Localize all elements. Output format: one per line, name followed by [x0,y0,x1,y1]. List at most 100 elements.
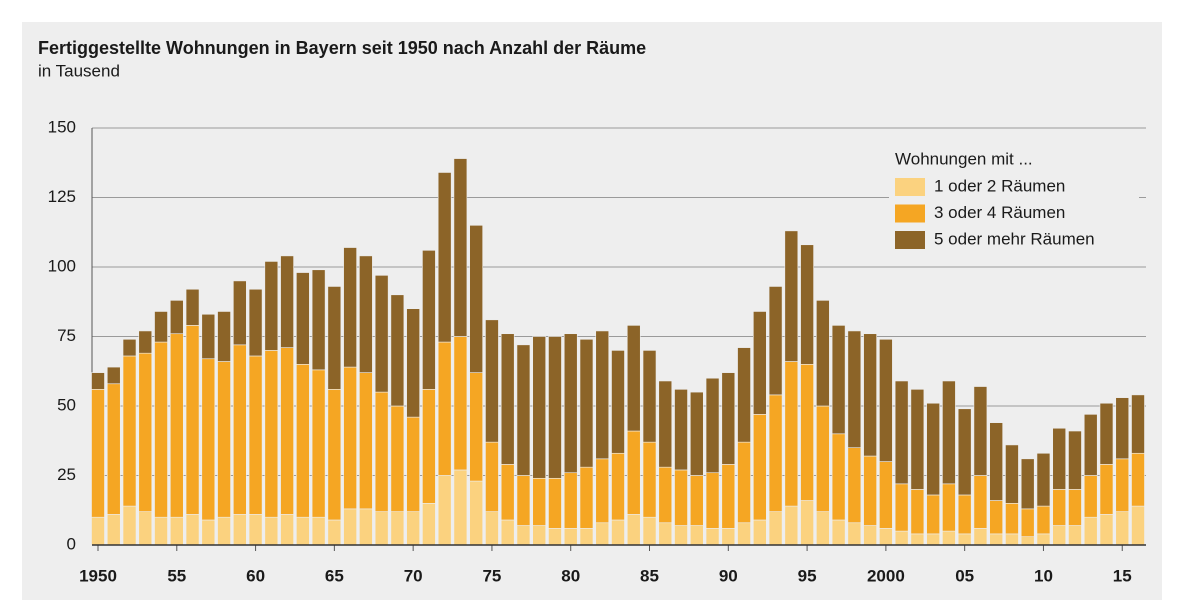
bar-segment [201,358,216,521]
bar-segment [926,494,940,535]
bar-segment [595,522,610,546]
chart-subtitle: in Tausend [38,61,120,80]
bar-segment [973,528,988,546]
bar-segment [469,225,483,373]
bar-segment [563,528,578,546]
bar-segment [768,511,783,546]
bar-segment [1115,511,1130,546]
bar-segment [879,528,893,546]
bar-segment [1036,505,1051,535]
bar-segment [532,336,547,479]
bar-segment [311,269,326,371]
bar-segment [122,355,137,507]
bar-segment [500,333,515,465]
bar-segment [1036,533,1051,546]
bar-segment [973,386,988,476]
bar-segment [248,355,263,515]
bar-segment [689,391,704,476]
bar-segment [1052,489,1067,526]
bar-segment [327,286,342,390]
bar-segment [1068,430,1082,490]
bar-segment [359,508,373,546]
x-tick-label: 65 [325,566,344,585]
bar-segment [406,511,420,546]
bar-segment [973,475,988,529]
bar-segment [217,516,231,546]
bar-segment [296,363,310,518]
legend-title: Wohnungen mit ... [895,149,1033,168]
bar-segment [1131,394,1145,454]
bar-segment [674,525,688,546]
bar-segment [658,522,673,546]
bar-segment [768,286,783,396]
bar-segment [847,522,862,546]
bar-segment [311,369,326,518]
bar-segment [1131,452,1145,507]
bar-segment [169,300,184,335]
bar-segment [816,511,830,546]
bar-segment [217,361,231,518]
bar-segment [1052,525,1067,546]
bar-segment [106,514,121,546]
bar-segment [422,502,436,546]
legend-swatch [895,231,925,249]
bar-segment [154,341,168,518]
bar-segment [942,530,956,546]
bar-segment [894,530,909,546]
x-tick-label: 70 [404,566,423,585]
bar-segment [847,447,862,524]
bar-segment [359,255,373,373]
bar-segment [343,247,357,368]
bar-segment [169,516,184,546]
bar-segment [185,288,200,326]
bar-segment [721,528,736,546]
bar-segment [626,514,641,546]
bar-segment [879,461,893,529]
bar-segment [816,300,830,407]
bar-segment [138,352,153,512]
bar-segment [248,514,263,546]
bar-segment [185,514,200,546]
bar-segment [532,477,547,526]
bar-segment [957,494,972,535]
bar-segment [406,416,420,512]
bar-segment [626,430,641,515]
bar-segment [1099,402,1114,465]
bar-segment [1068,489,1082,526]
bar-segment [768,394,783,512]
bar-segment [390,511,405,546]
bar-segment [122,505,137,546]
bar-segment [1005,444,1019,504]
y-tick-label: 25 [57,465,76,484]
bar-segment [689,525,704,546]
bar-segment [721,464,736,529]
x-tick-label: 75 [482,566,501,585]
bar-segment [469,480,483,546]
bar-segment [1068,525,1082,546]
bar-segment [91,516,105,546]
y-tick-label: 100 [48,256,76,275]
bar-segment [595,330,610,460]
y-tick-label: 50 [57,395,76,414]
bar-segment [1020,458,1035,510]
bar-segment [359,372,373,510]
bar-segment [642,441,657,518]
y-tick-label: 75 [57,326,76,345]
bar-segment [390,405,405,512]
bar-segment [516,475,531,526]
bar-segment [1099,514,1114,546]
bar-segment [485,319,499,443]
bar-segment [327,519,342,546]
bar-segment [611,350,625,454]
bar-segment [784,505,799,546]
bar-segment [1052,427,1067,490]
bar-segment [516,525,531,546]
bar-segment [91,389,105,518]
bar-segment [280,255,294,348]
bar-segment [989,500,1003,535]
bar-segment [595,458,610,524]
x-tick-label: 15 [1113,566,1132,585]
bar-segment [374,391,389,512]
legend-label: 5 oder mehr Räumen [934,229,1095,248]
bar-segment [642,516,657,546]
